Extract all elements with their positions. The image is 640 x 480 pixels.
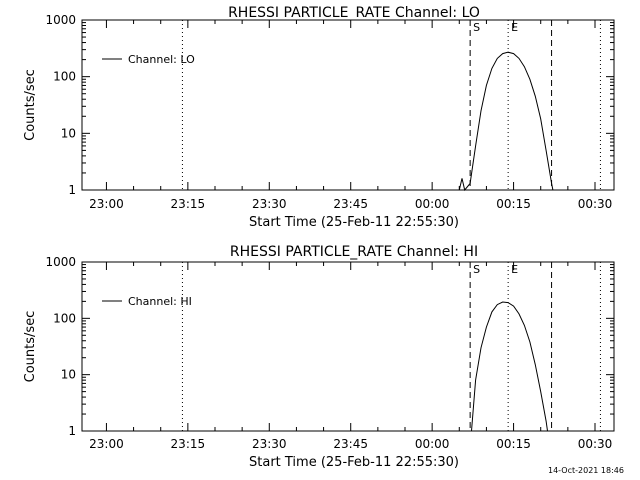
y-tick-label: 100 [53,311,76,325]
y-tick-label: 1000 [45,13,76,27]
chart-panel-1: RHESSI PARTICLE_RATE Channel: LO 1 10 100 10… [23,5,615,230]
x-axis-label: Start Time (25-Feb-11 22:55:30) [249,455,459,470]
chart-panel-2: RHESSI PARTICLE_RATE Channel: HI 1 10 100 10… [23,244,615,470]
marker-label: S [473,21,480,34]
marker-label: S [473,263,480,276]
x-tick-label: 23:15 [171,437,206,451]
y-tick-label: 1 [68,183,76,197]
plot-frame [81,261,615,432]
series-line [458,51,554,192]
series-line [471,301,548,432]
y-tick-label: 1 [68,424,76,438]
x-tick-label: 23:45 [333,197,368,211]
y-tick-label: 10 [61,126,76,140]
x-tick-label: 00:15 [496,437,531,451]
x-tick-label: 23:30 [252,197,287,211]
x-tick-label: 00:00 [415,197,450,211]
marker-label: E [511,263,518,276]
x-tick-label: 23:30 [252,437,287,451]
x-tick-label: 23:45 [333,437,368,451]
footer-timestamp: 14-Oct-2021 18:46 [548,466,624,475]
y-tick-label: 10 [61,368,76,382]
x-tick-label: 23:15 [171,197,206,211]
x-tick-label: 23:00 [89,197,124,211]
y-axis-label: Counts/sec [23,69,38,141]
y-tick-label: 1000 [45,255,76,269]
chart-title: RHESSI PARTICLE_RATE Channel: LO [228,5,480,21]
y-tick-label: 100 [53,70,76,84]
legend-label: Channel: HI [128,295,192,308]
marker-label: E [511,21,518,34]
x-tick-label: 00:30 [578,197,613,211]
x-tick-label: 23:00 [89,437,124,451]
chart-title: RHESSI PARTICLE_RATE Channel: HI [230,244,478,260]
legend-label: Channel: LO [128,53,195,66]
x-tick-label: 00:15 [496,197,531,211]
plot-frame [81,19,615,191]
x-tick-label: 00:00 [415,437,450,451]
x-axis-label: Start Time (25-Feb-11 22:55:30) [249,215,459,230]
y-axis-label: Counts/sec [23,311,38,383]
x-tick-label: 00:30 [578,437,613,451]
